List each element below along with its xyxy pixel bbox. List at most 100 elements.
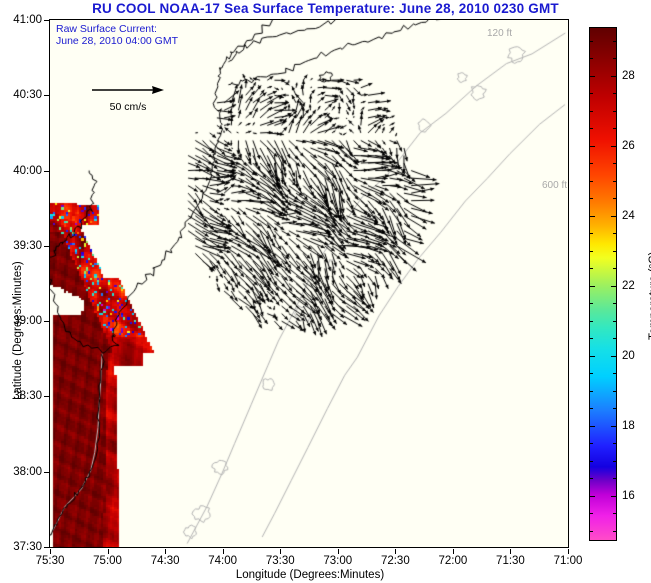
x-tick [280, 549, 282, 554]
y-tick [44, 321, 49, 323]
colorbar-tick [613, 93, 616, 95]
colorbar-tick [613, 320, 616, 322]
y-tick-label: 39:30 [13, 239, 42, 252]
colorbar-tick [613, 163, 616, 165]
colorbar-tick [613, 408, 616, 410]
colorbar-tick [590, 338, 593, 340]
velocity-scale-label: 50 cm/s [109, 101, 147, 113]
colorbar-tick [590, 58, 593, 60]
x-tick [165, 549, 167, 554]
colorbar-tick [590, 145, 595, 147]
colorbar-tick [590, 128, 593, 130]
page-title: RU COOL NOAA-17 Sea Surface Temperature:… [92, 1, 559, 16]
y-tick-label: 40:30 [13, 89, 42, 102]
contour-label-120ft: 120 ft [487, 28, 513, 39]
y-tick-label: 38:00 [13, 465, 42, 478]
colorbar-tick [590, 93, 593, 95]
colorbar-tick [590, 303, 593, 305]
colorbar-tick [590, 40, 593, 42]
colorbar-tick [590, 495, 595, 497]
colorbar-tick [613, 373, 616, 375]
y-tick-label: 39:00 [13, 315, 42, 328]
y-tick [44, 245, 49, 247]
x-tick-label: 73:30 [265, 555, 295, 567]
y-axis-title: Latitude (Degrees:Minutes) [12, 261, 24, 400]
colorbar-tick [613, 58, 616, 60]
x-tick [222, 549, 224, 554]
x-tick-label: 71:00 [553, 555, 583, 567]
x-tick [452, 549, 454, 554]
colorbar-tick [611, 75, 616, 77]
colorbar-tick [613, 40, 616, 42]
colorbar-tick [590, 355, 595, 357]
y-tick [44, 95, 49, 97]
colorbar-tick [613, 268, 616, 270]
colorbar-tick [590, 75, 595, 77]
x-tick [568, 549, 569, 554]
x-tick-label: 73:00 [323, 555, 353, 567]
colorbar-tick [613, 443, 616, 445]
y-tick [44, 471, 49, 473]
colorbar-tick [590, 320, 593, 322]
colorbar-tick-label: 16 [622, 489, 635, 502]
map-plot-area[interactable]: Raw Surface Current: June 28, 2010 04:00 … [49, 19, 569, 548]
colorbar-tick [590, 443, 593, 445]
y-tick [44, 396, 49, 398]
colorbar-tick [613, 198, 616, 200]
colorbar-tick [611, 425, 616, 427]
colorbar-tick [613, 478, 616, 480]
y-tick-label: 37:30 [13, 541, 42, 553]
colorbar-tick-label: 18 [622, 419, 635, 432]
y-tick-label: 38:30 [13, 390, 42, 403]
x-tick-label: 74:00 [208, 555, 238, 567]
colorbar-tick [613, 250, 616, 252]
colorbar-tick [613, 338, 616, 340]
colorbar-tick [590, 285, 595, 287]
colorbar-tick [613, 110, 616, 112]
right-arrow-icon [92, 86, 164, 94]
colorbar-tick-label: 24 [622, 209, 635, 222]
colorbar-tick [590, 268, 593, 270]
colorbar-tick [613, 390, 616, 392]
y-tick [44, 20, 49, 21]
x-tick-label: 75:00 [93, 555, 122, 567]
colorbar-tick [611, 495, 616, 497]
y-tick [44, 170, 49, 172]
colorbar-tick [590, 390, 593, 392]
x-tick [510, 549, 512, 554]
x-tick-label: 74:30 [150, 555, 180, 567]
colorbar [589, 27, 617, 541]
x-tick-label: 72:00 [438, 555, 468, 567]
sst-map-canvas [50, 20, 568, 547]
colorbar-tick [590, 478, 593, 480]
x-tick-label: 71:30 [496, 555, 525, 567]
colorbar-gradient [590, 28, 616, 540]
x-tick [337, 549, 339, 554]
x-tick-label: 75:30 [35, 555, 65, 567]
colorbar-tick [590, 250, 593, 252]
colorbar-tick [613, 513, 616, 515]
colorbar-tick [590, 215, 595, 217]
colorbar-tick-label: 28 [622, 69, 635, 82]
colorbar-tick [590, 110, 593, 112]
colorbar-tick [611, 355, 616, 357]
colorbar-tick [613, 530, 616, 532]
x-tick [50, 549, 51, 554]
y-tick [44, 547, 49, 548]
colorbar-tick [590, 460, 593, 462]
colorbar-tick [590, 408, 593, 410]
contour-label-600ft: 600 ft [542, 180, 568, 191]
colorbar-tick [611, 285, 616, 287]
colorbar-tick [613, 460, 616, 462]
colorbar-tick [590, 198, 593, 200]
x-tick [107, 549, 109, 554]
colorbar-tick [613, 180, 616, 182]
colorbar-tick [590, 180, 593, 182]
colorbar-tick-label: 20 [622, 349, 635, 362]
colorbar-tick-label: 26 [622, 139, 635, 152]
colorbar-tick [590, 513, 593, 515]
colorbar-tick [613, 128, 616, 130]
x-tick-label: 72:30 [380, 555, 410, 567]
x-tick [395, 549, 397, 554]
velocity-scale: 50 cm/s [90, 82, 166, 113]
